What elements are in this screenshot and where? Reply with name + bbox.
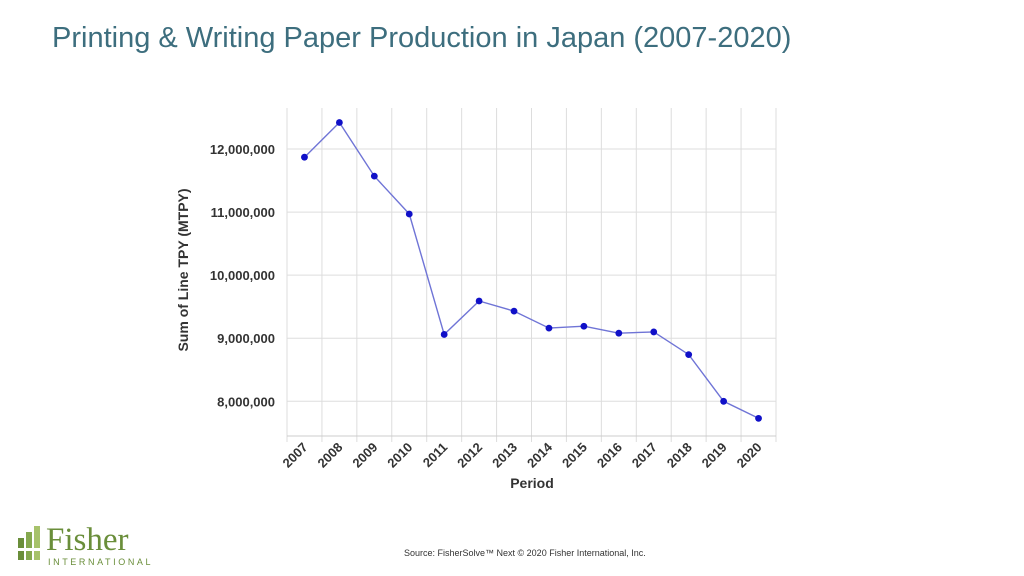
data-point xyxy=(755,414,762,422)
data-point xyxy=(335,119,343,126)
source-note: Source: FisherSolve™ Next © 2020 Fisher … xyxy=(404,548,646,558)
y-axis-label: Sum of Line TPY (MTPY) xyxy=(175,188,191,351)
data-point xyxy=(301,153,308,161)
data-point xyxy=(440,331,448,338)
y-tick-label: 11,000,000 xyxy=(211,205,275,220)
data-point xyxy=(685,351,693,359)
data-point xyxy=(475,297,483,305)
data-point xyxy=(615,329,623,337)
x-tick-label: 2007 xyxy=(280,440,311,471)
fisher-logo: Fisher INTERNATIONAL xyxy=(16,522,151,568)
x-tick-label: 2020 xyxy=(734,440,765,471)
x-tick-label: 2013 xyxy=(489,440,520,471)
logo-subtitle: INTERNATIONAL xyxy=(48,557,154,567)
x-tick-label: 2011 xyxy=(420,440,451,471)
chart-title: Printing & Writing Paper Production in J… xyxy=(52,22,792,54)
x-tick-label: 2016 xyxy=(594,440,625,471)
x-tick-label: 2012 xyxy=(454,440,485,471)
y-tick-label: 12,000,000 xyxy=(210,142,275,157)
data-point xyxy=(370,172,378,180)
data-point xyxy=(405,210,413,218)
logo-bars-icon xyxy=(18,526,40,560)
y-tick-label: 10,000,000 xyxy=(210,268,275,283)
x-tick-label: 2019 xyxy=(699,440,730,471)
y-tick-label: 8,000,000 xyxy=(217,394,275,409)
x-tick-label: 2017 xyxy=(629,440,660,471)
data-point xyxy=(650,328,658,336)
logo-wordmark: Fisher xyxy=(46,522,129,558)
x-tick-label: 2010 xyxy=(384,440,415,471)
x-tick-label: 2008 xyxy=(314,440,345,471)
data-point xyxy=(720,397,728,405)
series-line xyxy=(304,121,759,419)
x-tick-label: 2015 xyxy=(559,440,590,471)
x-tick-label: 2009 xyxy=(349,440,380,471)
data-point xyxy=(510,307,518,315)
y-tick-label: 9,000,000 xyxy=(217,331,275,346)
x-tick-label: 2014 xyxy=(524,439,556,471)
data-point xyxy=(545,324,553,332)
x-tick-label: 2018 xyxy=(664,440,695,471)
data-point xyxy=(580,322,588,330)
x-axis-label: Period xyxy=(510,475,554,491)
